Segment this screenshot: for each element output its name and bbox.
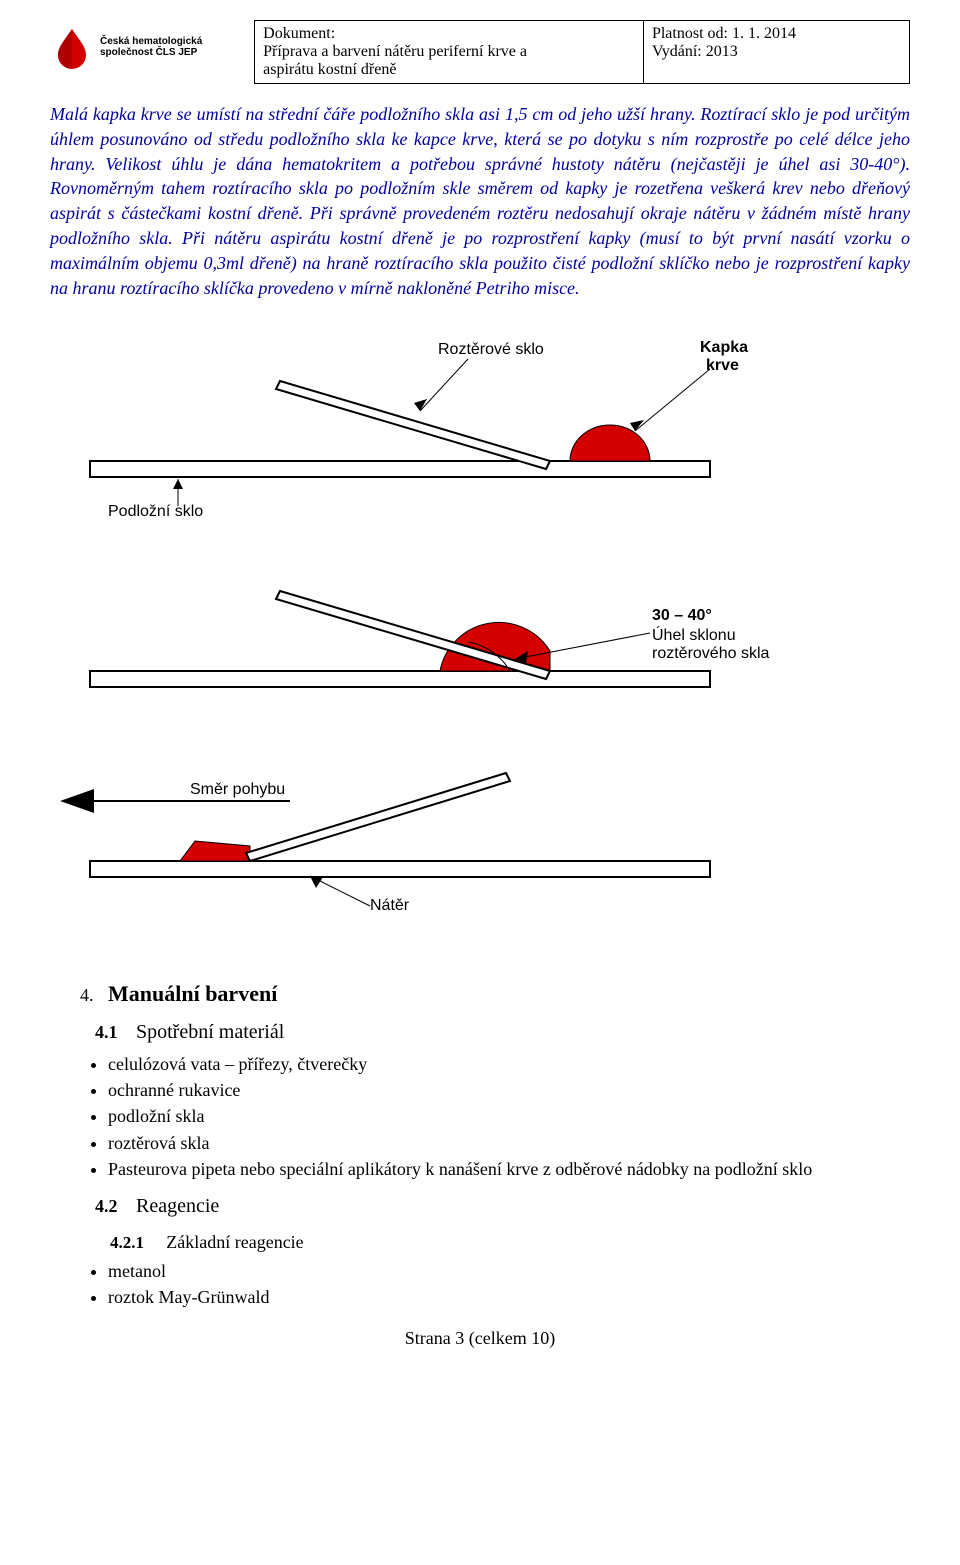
section-4-heading: 4. Manuální barvení	[80, 981, 910, 1007]
list-item: podložní skla	[108, 1104, 910, 1128]
section-4-2-title: Reagencie	[136, 1195, 219, 1217]
section-4-2-num: 4.2	[95, 1196, 118, 1216]
logo-cell: Česká hematologická společnost ČLS JEP	[50, 21, 255, 84]
list-item: metanol	[108, 1259, 910, 1283]
label-angle-l3: roztěrového skla	[652, 645, 769, 663]
section-4-title: Manuální barvení	[108, 981, 277, 1006]
list-item: Pasteurova pipeta nebo speciální aplikát…	[108, 1157, 910, 1181]
section-4-2-heading: 4.2 Reagencie	[95, 1195, 910, 1218]
doc-title-line2: aspirátu kostní dřeně	[263, 61, 635, 79]
header-valid-cell: Platnost od: 1. 1. 2014 Vydání: 2013	[643, 21, 909, 84]
page-footer: Strana 3 (celkem 10)	[50, 1328, 910, 1349]
list-item: roztěrová skla	[108, 1131, 910, 1155]
edition: Vydání: 2013	[652, 43, 901, 61]
materials-list: celulózová vata – přířezy, čtverečky och…	[80, 1052, 910, 1181]
section-4-num: 4.	[80, 985, 94, 1005]
logo-text-line2: společnost ČLS JEP	[100, 47, 202, 58]
doc-label: Dokument:	[263, 25, 635, 43]
reagents-list: metanol roztok May-Grünwald	[80, 1259, 910, 1310]
section-4-2-1-heading: 4.2.1 Základní reagencie	[110, 1232, 910, 1253]
label-kapka-l1: Kapka	[700, 339, 748, 357]
list-item: ochranné rukavice	[108, 1078, 910, 1102]
label-angle-l2: Úhel sklonu	[652, 627, 736, 645]
diagram-svg	[50, 341, 910, 941]
valid-from: Platnost od: 1. 1. 2014	[652, 25, 901, 43]
logo-text-line1: Česká hematologická	[100, 36, 202, 47]
section-4-2-1-title: Základní reagencie	[166, 1232, 303, 1252]
label-smer-pohybu: Směr pohybu	[190, 781, 285, 799]
label-angle-l1: 30 – 40°	[652, 607, 712, 625]
section-4-1-title: Spotřební materiál	[136, 1021, 284, 1043]
list-item: roztok May-Grünwald	[108, 1285, 910, 1309]
label-podlozni-sklo: Podložní sklo	[108, 503, 203, 521]
doc-title-line1: Příprava a barvení nátěru periferní krve…	[263, 43, 635, 61]
header-doc-cell: Dokument: Příprava a barvení nátěru peri…	[255, 21, 644, 84]
label-rozterove-sklo: Roztěrové sklo	[438, 341, 544, 359]
smear-diagram: Roztěrové sklo Kapka krve Podložní sklo …	[50, 341, 910, 941]
label-kapka-l2: krve	[706, 357, 739, 375]
header-table: Česká hematologická společnost ČLS JEP D…	[50, 20, 910, 84]
list-item: celulózová vata – přířezy, čtverečky	[108, 1052, 910, 1076]
section-4-2-1-num: 4.2.1	[110, 1233, 144, 1252]
label-nater: Nátěr	[370, 897, 409, 915]
section-4-1-num: 4.1	[95, 1022, 118, 1042]
section-4-1-heading: 4.1 Spotřební materiál	[95, 1021, 910, 1044]
drop-logo-icon	[50, 25, 94, 69]
intro-paragraph: Malá kapka krve se umístí na střední čář…	[50, 102, 910, 301]
